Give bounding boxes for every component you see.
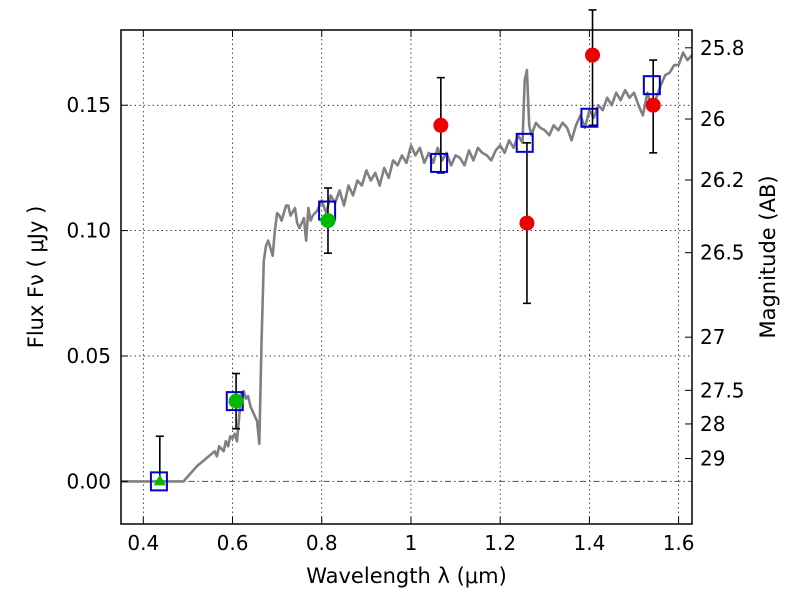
observed-red-point	[645, 97, 661, 113]
x-tick-label: 0.4	[127, 531, 159, 555]
magnitude-tick-label: 28	[700, 412, 725, 436]
data-markers	[149, 47, 661, 492]
y-tick-label: 0.00	[66, 469, 111, 493]
x-axis-label: Wavelength λ (μm)	[306, 564, 507, 588]
x-tick-label: 1.4	[573, 531, 605, 555]
magnitude-tick-label: 26	[700, 107, 725, 131]
observed-red-point	[585, 47, 601, 63]
model-spectrum-line	[121, 51, 693, 483]
magnitude-tick-label: 29	[700, 447, 725, 471]
plot-frame	[120, 29, 693, 525]
model-photometry-square	[149, 471, 168, 492]
magnitude-tick-label: 27.5	[700, 378, 745, 402]
y-tick-label: 0.05	[66, 344, 111, 368]
observed-green-point	[320, 213, 336, 229]
model-photometry-square	[430, 152, 449, 173]
x-tick-label: 0.8	[306, 531, 338, 555]
y-tick-label: 0.15	[66, 93, 111, 117]
observed-green-point	[228, 393, 244, 409]
axis-ticks: 0.4 0.6 0.8 1 1.2 1.4 1.6 0.00 0.05 0.10 0.15 25.8 2…	[66, 30, 745, 555]
magnitude-tick-label: 25.8	[700, 36, 745, 60]
magnitude-axis-label: Magnitude (AB)	[756, 175, 780, 338]
observed-red-point	[433, 117, 449, 133]
model-photometry-square	[515, 132, 534, 153]
magnitude-tick-label: 26.2	[700, 168, 745, 192]
model-photometry-square	[642, 75, 661, 96]
y-axis-label: Flux Fν ( μJy )	[24, 206, 48, 349]
grid-lines	[121, 30, 692, 524]
x-tick-label: 1	[405, 531, 418, 555]
x-tick-label: 1.6	[663, 531, 695, 555]
upper-limit-triangle	[153, 474, 166, 486]
x-tick-label: 1.2	[484, 531, 516, 555]
model-photometry-square	[580, 107, 599, 128]
observed-red-point	[519, 215, 535, 231]
magnitude-tick-label: 27	[700, 325, 725, 349]
y-tick-label: 0.10	[66, 219, 111, 243]
magnitude-tick-label: 26.5	[700, 241, 745, 265]
x-tick-label: 0.6	[217, 531, 249, 555]
data-series	[121, 51, 693, 483]
